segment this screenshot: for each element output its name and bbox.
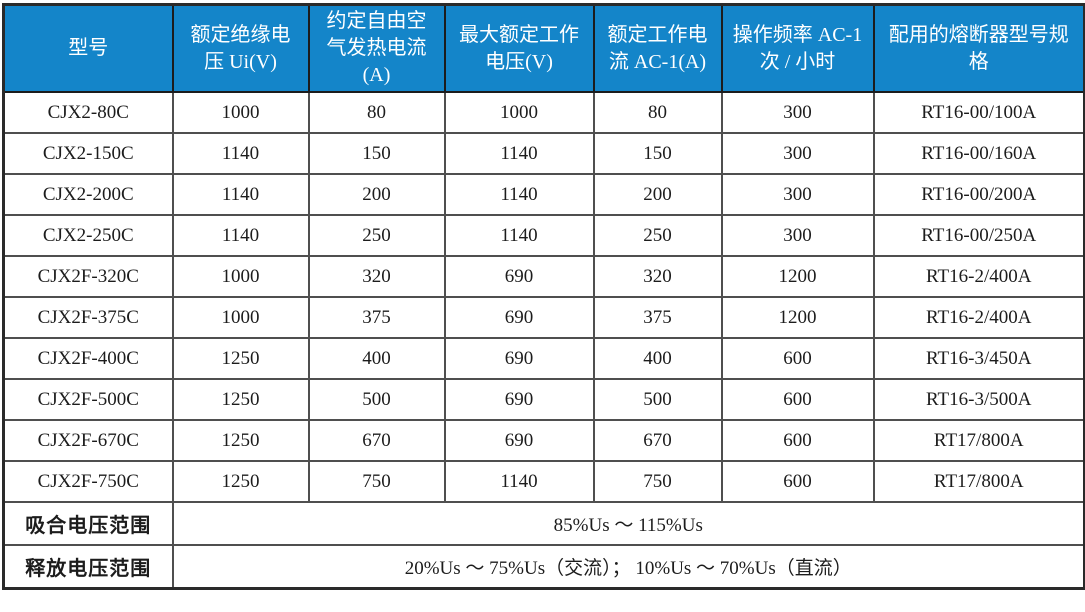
table-row: CJX2-200C 1140 200 1140 200 300 RT16-00/200A bbox=[2, 173, 1085, 216]
model-cell: CJX2F-400C bbox=[2, 337, 174, 380]
value-cell: 1250 bbox=[171, 419, 310, 462]
model-cell: CJX2F-500C bbox=[2, 378, 174, 421]
value-cell: 375 bbox=[307, 296, 446, 339]
value-cell: RT16-2/400A bbox=[872, 296, 1085, 339]
footer-value: 20%Us ～ 75%Us（交流）； 10%Us ～ 70%Us（直流） bbox=[171, 544, 1085, 590]
model-cell: CJX2-250C bbox=[2, 214, 174, 257]
model-cell: CJX2F-670C bbox=[2, 419, 174, 462]
value-cell: 320 bbox=[307, 255, 446, 298]
column-header: 约定自由空气发热电流(A) bbox=[307, 3, 446, 93]
value-cell: RT16-00/100A bbox=[872, 91, 1085, 134]
value-cell: 1140 bbox=[171, 173, 310, 216]
value-cell: 1250 bbox=[171, 337, 310, 380]
value-cell: 690 bbox=[443, 255, 595, 298]
value-cell: 150 bbox=[307, 132, 446, 175]
value-cell: 1140 bbox=[443, 214, 595, 257]
value-cell: RT17/800A bbox=[872, 419, 1085, 462]
value-cell: 690 bbox=[443, 419, 595, 462]
value-cell: RT16-00/160A bbox=[872, 132, 1085, 175]
column-header: 操作频率 AC-1 次 / 小时 bbox=[720, 3, 875, 93]
value-cell: 300 bbox=[720, 173, 875, 216]
header-row: 型号 额定绝缘电压 Ui(V) 约定自由空气发热电流(A) 最大额定工作电压(V) 额定… bbox=[2, 3, 1085, 93]
column-header: 额定工作电流 AC-1(A) bbox=[592, 3, 723, 93]
value-cell: 500 bbox=[307, 378, 446, 421]
table-header: 型号 额定绝缘电压 Ui(V) 约定自由空气发热电流(A) 最大额定工作电压(V) 额定… bbox=[2, 3, 1085, 93]
footer-row: 释放电压范围 20%Us ～ 75%Us（交流）； 10%Us ～ 70%Us（直… bbox=[2, 544, 1085, 590]
value-cell: RT16-3/500A bbox=[872, 378, 1085, 421]
value-cell: RT16-00/250A bbox=[872, 214, 1085, 257]
value-cell: 1140 bbox=[443, 132, 595, 175]
value-cell: 400 bbox=[592, 337, 723, 380]
table-row: CJX2-250C 1140 250 1140 250 300 RT16-00/250A bbox=[2, 214, 1085, 257]
table-row: CJX2F-670C 1250 670 690 670 600 RT17/800A bbox=[2, 419, 1085, 462]
value-cell: 150 bbox=[592, 132, 723, 175]
value-cell: 300 bbox=[720, 91, 875, 134]
model-cell: CJX2F-320C bbox=[2, 255, 174, 298]
footer-row: 吸合电压范围 85%Us ～ 115%Us bbox=[2, 501, 1085, 546]
value-cell: RT16-00/200A bbox=[872, 173, 1085, 216]
value-cell: 690 bbox=[443, 337, 595, 380]
value-cell: 670 bbox=[307, 419, 446, 462]
table-row: CJX2F-375C 1000 375 690 375 1200 RT16-2/400A bbox=[2, 296, 1085, 339]
value-cell: 670 bbox=[592, 419, 723, 462]
value-cell: 750 bbox=[307, 460, 446, 503]
table-row: CJX2F-500C 1250 500 690 500 600 RT16-3/500A bbox=[2, 378, 1085, 421]
table-body: CJX2-80C 1000 80 1000 80 300 RT16-00/100A CJX2-… bbox=[2, 91, 1085, 503]
column-header: 配用的熔断器型号规格 bbox=[872, 3, 1085, 93]
model-cell: CJX2-150C bbox=[2, 132, 174, 175]
column-header: 额定绝缘电压 Ui(V) bbox=[171, 3, 310, 93]
value-cell: 250 bbox=[307, 214, 446, 257]
value-cell: 600 bbox=[720, 337, 875, 380]
value-cell: 300 bbox=[720, 132, 875, 175]
value-cell: RT16-2/400A bbox=[872, 255, 1085, 298]
table-row: CJX2-80C 1000 80 1000 80 300 RT16-00/100A bbox=[2, 91, 1085, 134]
value-cell: 1140 bbox=[443, 460, 595, 503]
value-cell: 1140 bbox=[443, 173, 595, 216]
value-cell: 500 bbox=[592, 378, 723, 421]
spec-table: 型号 额定绝缘电压 Ui(V) 约定自由空气发热电流(A) 最大额定工作电压(V) 额定… bbox=[2, 3, 1085, 590]
value-cell: 600 bbox=[720, 460, 875, 503]
value-cell: 1000 bbox=[171, 91, 310, 134]
value-cell: 1250 bbox=[171, 378, 310, 421]
footer-label: 释放电压范围 bbox=[2, 544, 174, 590]
model-cell: CJX2-80C bbox=[2, 91, 174, 134]
value-cell: 200 bbox=[307, 173, 446, 216]
table-row: CJX2F-750C 1250 750 1140 750 600 RT17/800A bbox=[2, 460, 1085, 503]
value-cell: 375 bbox=[592, 296, 723, 339]
model-cell: CJX2-200C bbox=[2, 173, 174, 216]
column-header: 型号 bbox=[2, 3, 174, 93]
value-cell: 200 bbox=[592, 173, 723, 216]
value-cell: 1000 bbox=[443, 91, 595, 134]
table-row: CJX2F-400C 1250 400 690 400 600 RT16-3/450A bbox=[2, 337, 1085, 380]
value-cell: 750 bbox=[592, 460, 723, 503]
value-cell: 400 bbox=[307, 337, 446, 380]
model-cell: CJX2F-375C bbox=[2, 296, 174, 339]
table-row: CJX2F-320C 1000 320 690 320 1200 RT16-2/400A bbox=[2, 255, 1085, 298]
value-cell: 1140 bbox=[171, 214, 310, 257]
value-cell: 80 bbox=[592, 91, 723, 134]
value-cell: 1250 bbox=[171, 460, 310, 503]
value-cell: 1000 bbox=[171, 296, 310, 339]
value-cell: 1200 bbox=[720, 296, 875, 339]
value-cell: 80 bbox=[307, 91, 446, 134]
value-cell: 1000 bbox=[171, 255, 310, 298]
value-cell: 600 bbox=[720, 378, 875, 421]
value-cell: 320 bbox=[592, 255, 723, 298]
value-cell: 600 bbox=[720, 419, 875, 462]
value-cell: 1200 bbox=[720, 255, 875, 298]
table-footer: 吸合电压范围 85%Us ～ 115%Us 释放电压范围 20%Us ～ 75%Us（… bbox=[2, 501, 1085, 590]
value-cell: RT17/800A bbox=[872, 460, 1085, 503]
value-cell: 690 bbox=[443, 378, 595, 421]
footer-value: 85%Us ～ 115%Us bbox=[171, 501, 1085, 546]
table-row: CJX2-150C 1140 150 1140 150 300 RT16-00/160A bbox=[2, 132, 1085, 175]
footer-label: 吸合电压范围 bbox=[2, 501, 174, 546]
value-cell: 1140 bbox=[171, 132, 310, 175]
value-cell: 300 bbox=[720, 214, 875, 257]
value-cell: 690 bbox=[443, 296, 595, 339]
column-header: 最大额定工作电压(V) bbox=[443, 3, 595, 93]
value-cell: 250 bbox=[592, 214, 723, 257]
value-cell: RT16-3/450A bbox=[872, 337, 1085, 380]
model-cell: CJX2F-750C bbox=[2, 460, 174, 503]
